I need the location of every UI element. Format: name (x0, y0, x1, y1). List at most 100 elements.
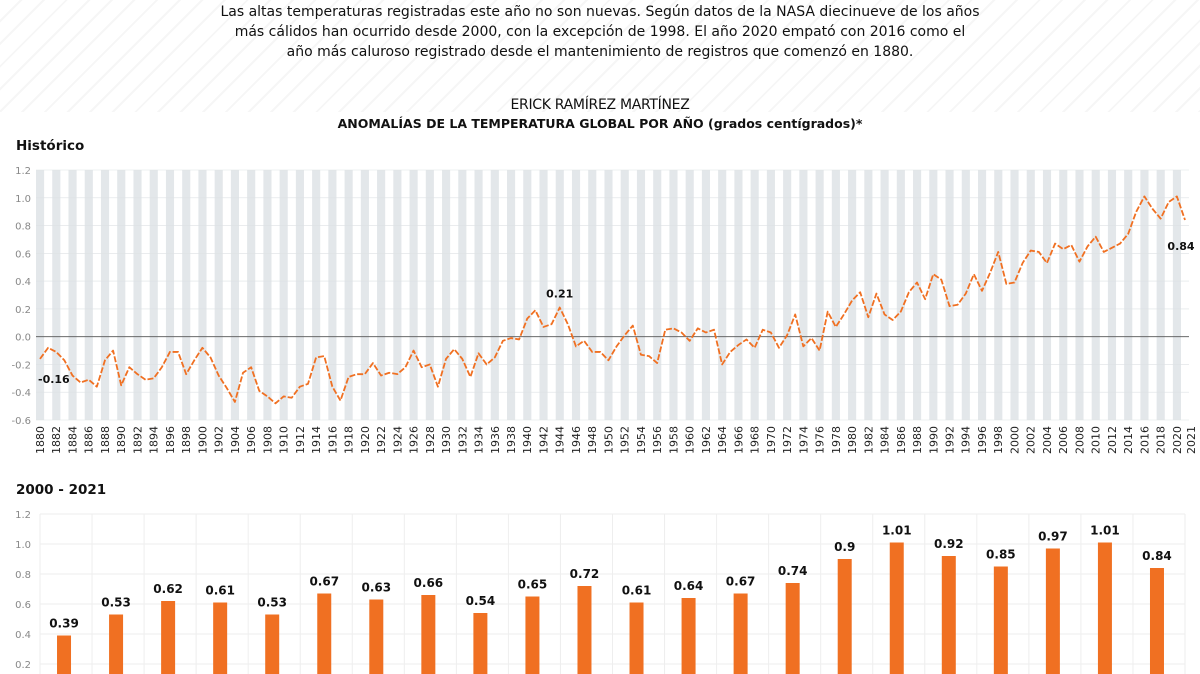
temperature-line (39, 195, 1186, 405)
year-band (198, 170, 207, 420)
y-tick-label: 1.2 (15, 510, 31, 521)
chart-title: ANOMALÍAS DE LA TEMPERATURA GLOBAL POR A… (337, 116, 863, 131)
y-tick-label: 0.2 (15, 660, 31, 671)
year-band (880, 170, 889, 420)
year-band (718, 170, 727, 420)
year-band (750, 170, 759, 420)
x-tick-label: 1958 (667, 426, 680, 454)
x-tick-label: 1944 (554, 426, 567, 454)
year-band (133, 170, 142, 420)
y-tick-label: 0.0 (15, 333, 31, 344)
x-tick-label: 1952 (619, 426, 632, 454)
x-tick-label: 1918 (343, 426, 356, 454)
bar-label: 0.67 (309, 575, 339, 589)
x-tick-label: 1914 (310, 426, 323, 454)
bar-label: 1.01 (1090, 524, 1120, 538)
year-band (117, 170, 126, 420)
y-tick-label: -0.4 (11, 388, 31, 399)
year-band (555, 170, 564, 420)
year-band (604, 170, 613, 420)
bar (837, 559, 852, 674)
bar-label: 0.92 (934, 537, 964, 551)
year-band (100, 170, 110, 420)
year-band (490, 170, 499, 420)
bar-subtitle: 2000 - 2021 (16, 482, 107, 498)
year-band (68, 170, 77, 420)
year-band (1124, 170, 1133, 420)
bar-label: 0.53 (101, 596, 131, 610)
x-tick-label: 1920 (359, 426, 372, 454)
data-label: -0.16 (38, 373, 70, 386)
year-band (783, 170, 792, 420)
x-tick-label: 1948 (586, 426, 599, 454)
x-tick-label: 1964 (716, 426, 729, 454)
x-tick-label: 1954 (635, 426, 648, 454)
y-tick-label: -0.6 (11, 416, 31, 427)
x-tick-label: 1928 (424, 426, 437, 454)
year-band (864, 170, 873, 420)
x-tick-label: 1932 (456, 426, 469, 454)
year-band (36, 170, 45, 420)
bar-label: 0.63 (361, 581, 391, 595)
y-tick-label: 0.2 (15, 305, 31, 316)
year-band (1140, 170, 1149, 420)
line-subtitle: Histórico (16, 138, 85, 154)
year-band (247, 170, 256, 420)
bar-label: 0.97 (1038, 530, 1068, 544)
x-tick-label: 2004 (1041, 426, 1054, 454)
x-tick-label: 1938 (505, 426, 518, 454)
year-band (1172, 170, 1181, 420)
year-band (182, 170, 191, 420)
bar-label: 0.53 (257, 596, 287, 610)
x-tick-label: 2018 (1155, 426, 1168, 454)
y-tick-label: 1.0 (15, 540, 31, 551)
intro-text: Las altas temperaturas registradas este … (220, 4, 980, 60)
author: ERICK RAMÍREZ MARTÍNEZ (510, 97, 690, 113)
year-band (279, 170, 288, 420)
year-band (636, 170, 646, 420)
y-tick-label: 0.8 (15, 570, 31, 581)
year-band (84, 170, 93, 420)
year-band (1026, 170, 1035, 420)
y-tick-label: 0.6 (15, 249, 31, 260)
year-band (523, 170, 532, 420)
bar-label: 0.62 (153, 582, 183, 596)
y-tick-label: 0.6 (15, 600, 31, 611)
y-tick-label: 0.8 (15, 222, 31, 233)
year-band (977, 170, 987, 420)
year-band (1042, 170, 1052, 420)
x-tick-label: 1898 (180, 426, 193, 454)
x-tick-label: 1922 (375, 426, 388, 454)
x-tick-label: 1972 (781, 426, 794, 454)
bar (681, 598, 696, 674)
bar-label: 0.85 (986, 548, 1016, 562)
x-tick-label: 1888 (99, 426, 112, 454)
year-band (799, 170, 808, 420)
x-tick-label: 1880 (34, 426, 47, 454)
x-tick-label: 2014 (1122, 426, 1135, 454)
x-tick-label: 1970 (765, 426, 778, 454)
x-tick-label: 1956 (651, 426, 664, 454)
year-band (913, 170, 922, 420)
year-band (409, 170, 418, 420)
x-tick-label: 1916 (326, 426, 339, 454)
x-tick-label: 1942 (537, 426, 550, 454)
year-band (1107, 170, 1117, 420)
x-tick-label: 2002 (1025, 426, 1038, 454)
bar (473, 613, 488, 674)
year-band (425, 170, 434, 420)
bar (1045, 548, 1060, 674)
bar-label: 1.01 (882, 524, 912, 538)
year-band (734, 170, 743, 420)
x-tick-label: 2021 (1185, 426, 1198, 454)
year-band (295, 170, 304, 420)
x-tick-label: 1980 (846, 426, 859, 454)
x-tick-label: 1908 (261, 426, 274, 454)
x-tick-label: 1986 (895, 426, 908, 454)
x-tick-label: 1886 (83, 426, 96, 454)
year-band (539, 170, 548, 420)
year-band (945, 170, 954, 420)
year-band (1010, 170, 1019, 420)
year-band (896, 170, 905, 420)
